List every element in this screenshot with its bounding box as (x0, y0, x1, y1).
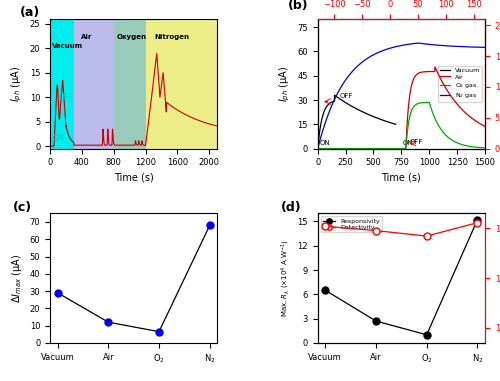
Text: Vacuum: Vacuum (52, 43, 82, 50)
Y-axis label: Max. $R_\lambda$ (×10$^4$ A W$^{-1}$): Max. $R_\lambda$ (×10$^4$ A W$^{-1}$) (280, 239, 292, 317)
Y-axis label: $I_{ph}$ (μA): $I_{ph}$ (μA) (278, 66, 292, 102)
X-axis label: Time (s): Time (s) (382, 173, 421, 183)
Legend: Vacuum, Air, O$_2$ gas, N$_2$ gas: Vacuum, Air, O$_2$ gas, N$_2$ gas (438, 66, 482, 102)
Bar (74, 19, 114, 149)
Text: Nitrogen: Nitrogen (154, 34, 190, 40)
Y-axis label: $I_{ph}$ (μA): $I_{ph}$ (μA) (10, 66, 24, 102)
Text: ON: ON (52, 134, 64, 143)
Text: (c): (c) (13, 201, 32, 214)
X-axis label: Time (s): Time (s) (114, 173, 154, 183)
Text: ON: ON (320, 140, 330, 146)
Bar (146, 19, 218, 149)
Text: Oxygen: Oxygen (117, 34, 147, 40)
Text: OFF: OFF (59, 93, 74, 102)
Text: (d): (d) (281, 201, 301, 214)
Text: (b): (b) (288, 0, 308, 12)
Legend: Responsivity, Detectivity: Responsivity, Detectivity (321, 216, 382, 232)
Text: OFF: OFF (409, 139, 422, 145)
Text: OFF: OFF (340, 93, 353, 99)
Text: (a): (a) (20, 6, 40, 19)
Bar (114, 19, 146, 149)
Text: Air: Air (81, 34, 92, 40)
Bar (50, 19, 74, 149)
Y-axis label: $\Delta I_{max}$ (μA): $\Delta I_{max}$ (μA) (10, 253, 24, 303)
Text: ON: ON (402, 140, 413, 146)
